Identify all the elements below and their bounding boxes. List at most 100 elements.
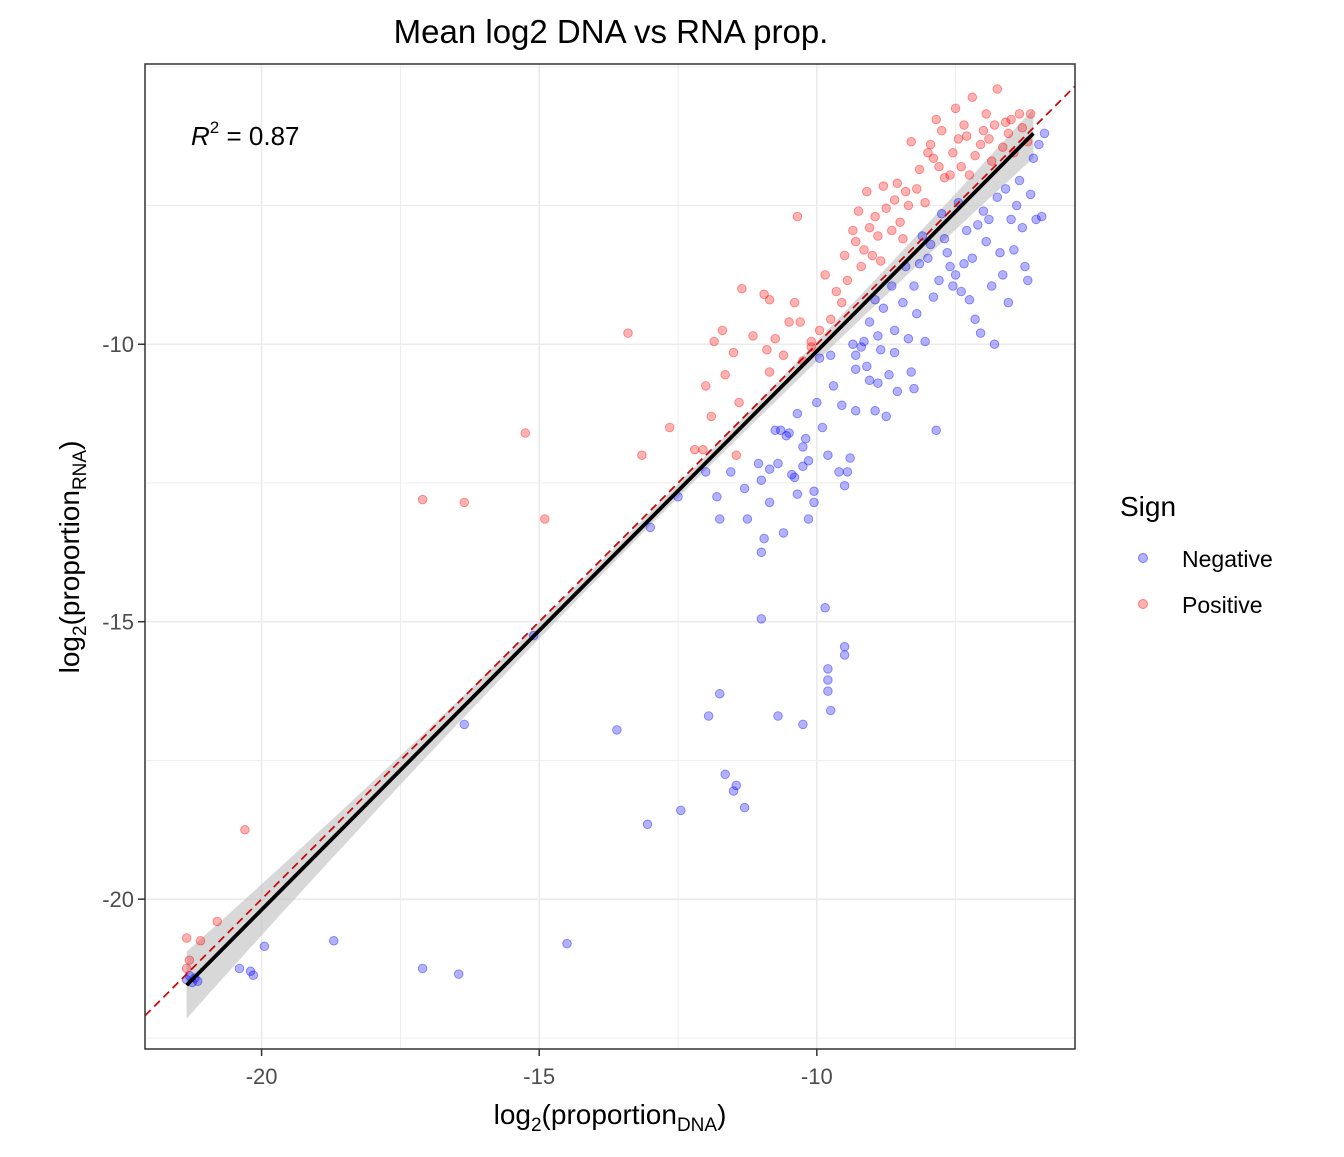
point-negative — [739, 802, 750, 813]
point-positive — [520, 428, 531, 438]
point-positive — [1014, 109, 1025, 119]
point-positive — [709, 336, 719, 347]
point-positive — [870, 211, 880, 222]
point-negative — [984, 214, 994, 225]
point-positive — [964, 170, 975, 180]
point-negative — [248, 970, 259, 980]
point-negative — [809, 486, 819, 497]
point-negative — [1011, 200, 1022, 211]
point-positive — [706, 411, 717, 422]
point-positive — [889, 195, 900, 205]
point-negative — [259, 941, 270, 952]
point-negative — [798, 461, 808, 472]
point-positive — [184, 955, 195, 965]
point-positive — [975, 139, 986, 150]
point-negative — [917, 231, 928, 241]
point-positive — [784, 317, 794, 327]
legend: Sign Negative Positive — [1120, 491, 1273, 618]
y-axis-label: log2(proportionRNA) — [54, 441, 91, 674]
point-negative — [842, 467, 853, 477]
point-negative — [925, 239, 936, 250]
legend-label-positive: Positive — [1182, 592, 1263, 618]
point-negative — [417, 963, 428, 974]
point-positive — [1000, 117, 1011, 128]
point-positive — [637, 450, 647, 460]
point-positive — [920, 197, 930, 208]
point-negative — [850, 406, 861, 416]
point-negative — [934, 275, 944, 286]
point-negative — [676, 805, 686, 816]
point-positive — [181, 963, 192, 974]
point-negative — [703, 711, 714, 721]
point-negative — [931, 425, 941, 436]
point-positive — [953, 134, 964, 144]
point-positive — [792, 211, 803, 222]
point-negative — [759, 533, 769, 544]
point-negative — [906, 367, 916, 377]
point-negative — [792, 489, 803, 499]
point-positive — [839, 250, 850, 261]
point-negative — [789, 472, 800, 483]
point-negative — [1020, 261, 1030, 272]
point-negative — [809, 497, 819, 508]
point-positive — [417, 494, 428, 505]
point-negative — [978, 206, 989, 216]
point-positive — [856, 261, 866, 272]
point-positive — [981, 109, 991, 119]
point-negative — [739, 483, 750, 494]
point-negative — [714, 514, 725, 524]
axes: -20 -15 -10 -20 -15 -10 — [102, 332, 833, 1089]
point-negative — [914, 259, 925, 269]
legend-title: Sign — [1120, 491, 1176, 522]
point-negative — [878, 303, 889, 313]
point-positive — [862, 186, 872, 197]
point-negative — [1039, 128, 1050, 139]
point-positive — [887, 225, 897, 236]
point-negative — [803, 456, 814, 466]
y-label-open: (proportion — [54, 490, 85, 625]
point-positive — [970, 150, 980, 161]
x-label-open: (proportion — [542, 1099, 677, 1130]
point-positive — [984, 134, 994, 144]
point-negative — [909, 383, 919, 394]
point-positive — [923, 148, 933, 158]
point-positive — [1003, 128, 1014, 139]
point-negative — [817, 422, 828, 433]
point-negative — [720, 769, 730, 780]
point-negative — [848, 339, 858, 349]
point-negative — [798, 719, 808, 730]
point-negative — [329, 936, 339, 946]
point-positive — [945, 170, 955, 180]
y-tick-label: -20 — [102, 887, 134, 912]
point-negative — [812, 397, 822, 408]
point-negative — [864, 317, 875, 327]
point-negative — [234, 963, 245, 974]
point-positive — [734, 397, 744, 408]
chart-title: Mean log2 DNA vs RNA prop. — [394, 13, 829, 50]
point-positive — [701, 381, 711, 391]
point-negative — [909, 281, 919, 291]
point-negative — [923, 253, 933, 263]
point-positive — [728, 347, 739, 358]
point-positive — [853, 206, 864, 216]
point-negative — [792, 408, 803, 419]
point-positive — [837, 297, 847, 308]
y-label-sub: 2 — [70, 625, 91, 636]
point-positive — [689, 444, 700, 455]
point-positive — [623, 328, 633, 338]
point-positive — [992, 84, 1003, 94]
y-label-sub2: RNA — [70, 450, 91, 490]
point-negative — [1031, 214, 1041, 225]
point-negative — [245, 966, 256, 977]
point-negative — [1014, 175, 1025, 186]
point-positive — [967, 92, 978, 103]
point-positive — [195, 936, 206, 946]
y-label-close: ) — [54, 441, 85, 450]
point-negative — [939, 234, 950, 244]
point-positive — [906, 136, 916, 147]
point-negative — [778, 528, 789, 538]
point-positive — [875, 256, 886, 266]
point-negative — [928, 292, 939, 302]
point-positive — [720, 370, 730, 380]
point-negative — [787, 469, 797, 480]
